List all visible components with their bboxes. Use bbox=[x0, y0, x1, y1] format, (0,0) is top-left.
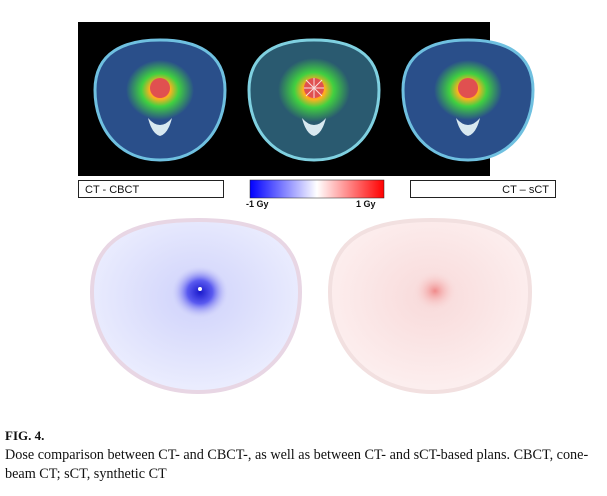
ct-sct-label: CT – sCT bbox=[410, 180, 556, 198]
planning-ct-slice bbox=[93, 38, 227, 162]
figure-label: FIG. 4. bbox=[5, 428, 45, 443]
colorbar-max-label: 1 Gy bbox=[356, 199, 376, 209]
figure-caption: Dose comparison between CT- and CBCT-, a… bbox=[5, 447, 589, 482]
panel-label-cbct: CBCT bbox=[297, 2, 331, 16]
ct-cbct-difference-map bbox=[89, 217, 303, 395]
panel-label-planning-ct: Planning CT bbox=[126, 2, 194, 16]
ct-sct-difference-map bbox=[327, 217, 533, 395]
panel-label-sct: sCT bbox=[457, 2, 479, 16]
figure-4: Planning CT CBCT sCT CT - CBCT CT – sCT … bbox=[78, 2, 556, 395]
dose-colorbar bbox=[249, 179, 385, 199]
cbct-slice bbox=[247, 38, 381, 162]
sct-slice bbox=[401, 38, 535, 162]
colorbar-min-label: -1 Gy bbox=[246, 199, 269, 209]
figure-graphic bbox=[78, 22, 535, 395]
ct-cbct-label: CT - CBCT bbox=[78, 180, 224, 198]
